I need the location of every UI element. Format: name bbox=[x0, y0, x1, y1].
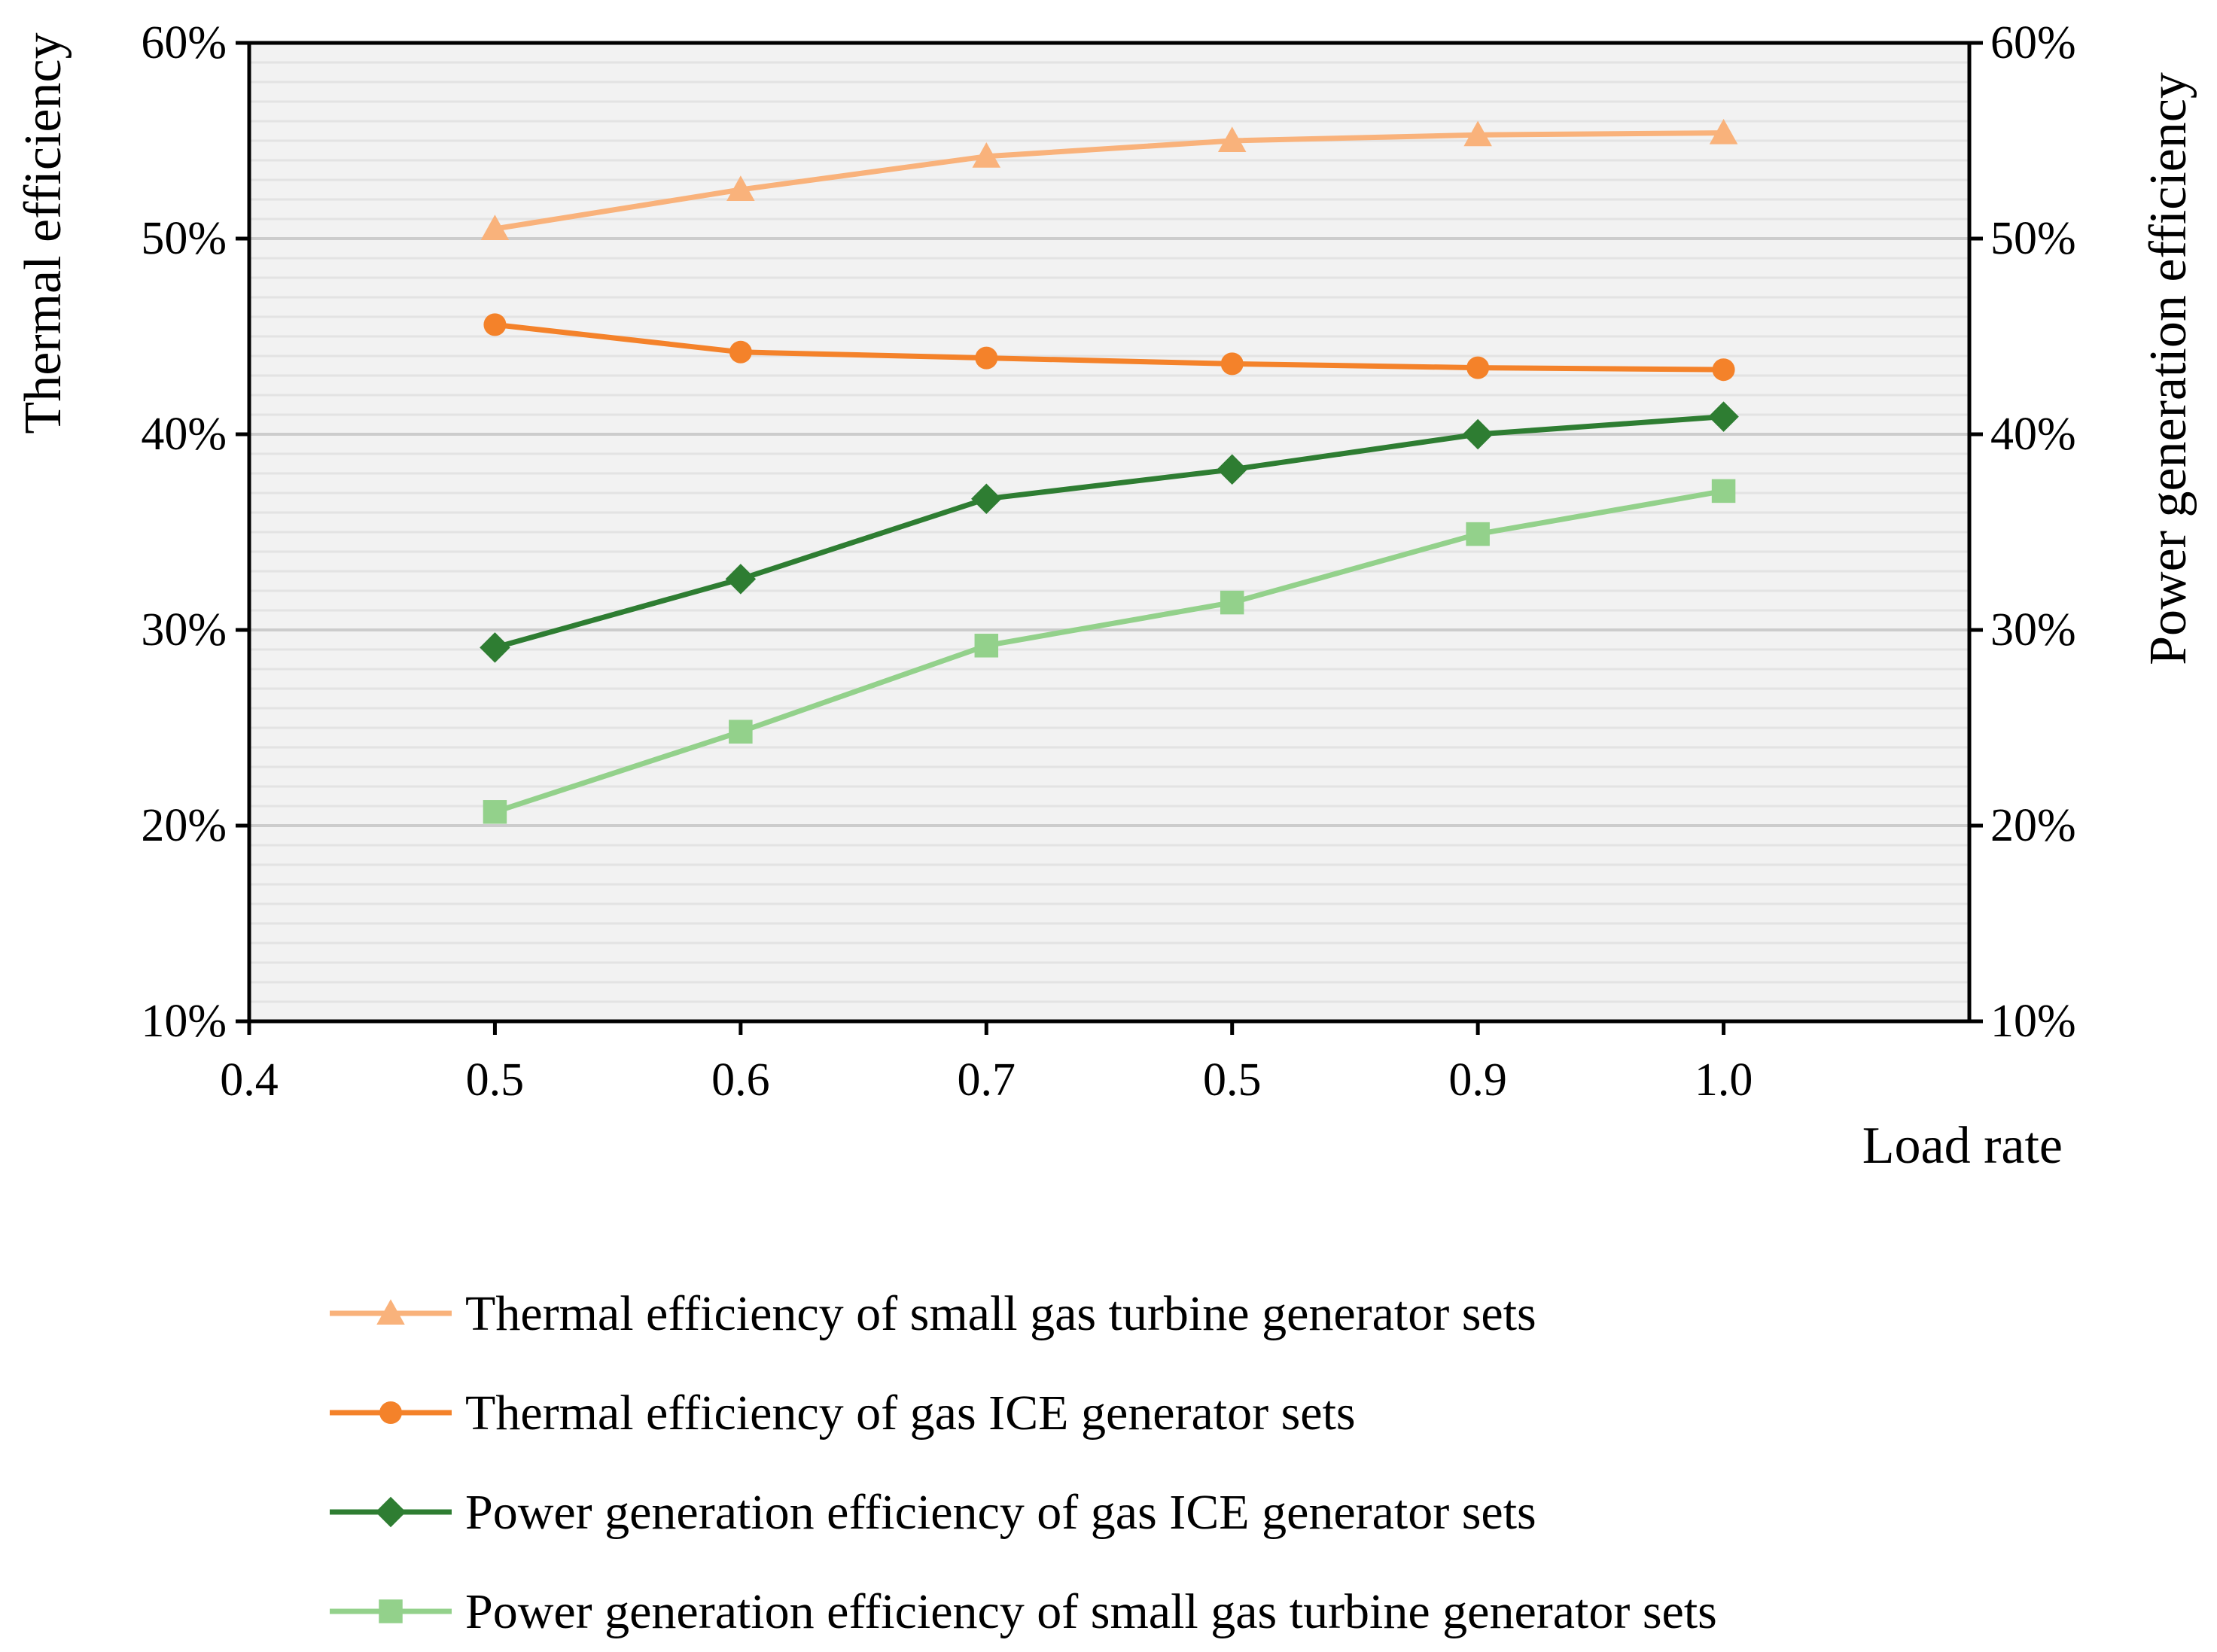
data-point bbox=[1709, 118, 1738, 145]
plot-frame bbox=[247, 41, 1972, 1024]
y-tick-label-right: 40% bbox=[1990, 409, 2076, 460]
data-point bbox=[1466, 356, 1490, 379]
y-tick-label-right: 50% bbox=[1990, 213, 2076, 264]
y-tick-label-left: 60% bbox=[141, 17, 227, 68]
major-gridlines bbox=[249, 237, 1969, 827]
legend: Thermal efficiency of small gas turbine … bbox=[330, 1286, 1717, 1639]
y-axis-right-title: Power generation efficiency bbox=[2139, 72, 2197, 665]
data-point bbox=[729, 720, 753, 744]
data-point bbox=[725, 564, 757, 595]
y-axis-left-title: Thermal efficiency bbox=[14, 32, 72, 434]
series-line bbox=[494, 130, 1724, 232]
legend-label: Thermal efficiency of gas ICE generator … bbox=[465, 1386, 1356, 1441]
legend-label: Power generation efficiency of gas ICE g… bbox=[465, 1485, 1536, 1540]
data-point bbox=[972, 142, 1001, 168]
minor-gridlines bbox=[249, 61, 1969, 1003]
x-tick-label: 1.0 bbox=[1695, 1054, 1753, 1106]
legend-marker bbox=[376, 1299, 405, 1325]
legend-marker bbox=[379, 1401, 402, 1424]
x-tick-label: 0.9 bbox=[1448, 1054, 1507, 1106]
series-line bbox=[494, 414, 1724, 650]
series-4 bbox=[483, 479, 1736, 824]
y-tick-label-right: 30% bbox=[1990, 604, 2076, 656]
data-point bbox=[1462, 418, 1494, 450]
legend-marker bbox=[379, 1599, 403, 1623]
y-tick-label-right: 60% bbox=[1990, 17, 2076, 68]
series-3 bbox=[480, 401, 1739, 663]
data-point bbox=[1217, 454, 1247, 485]
x-tick-label: 0.5 bbox=[466, 1054, 525, 1106]
data-point bbox=[483, 800, 507, 824]
y-tick-label-left: 10% bbox=[141, 996, 227, 1047]
y-tick-label-left: 50% bbox=[141, 213, 227, 264]
data-point bbox=[726, 175, 755, 201]
legend-label: Thermal efficiency of small gas turbine … bbox=[465, 1286, 1536, 1341]
data-point bbox=[1463, 120, 1492, 147]
data-point bbox=[1220, 352, 1244, 376]
x-tick-label: 0.6 bbox=[711, 1054, 770, 1106]
legend-item: Thermal efficiency of small gas turbine … bbox=[330, 1286, 1536, 1341]
series-1 bbox=[480, 118, 1738, 240]
data-point bbox=[1711, 479, 1736, 504]
x-tick-label: 0.4 bbox=[220, 1054, 279, 1106]
data-point bbox=[480, 632, 510, 663]
axis-tick-labels: 10% 10% 20% 20% 30% 30% 40% 40% 50% 50% 60% 60% 0.4 0… bbox=[141, 17, 2075, 1106]
y-tick-label-left: 40% bbox=[141, 409, 227, 460]
data-point bbox=[483, 313, 507, 336]
series-2 bbox=[483, 313, 1735, 382]
legend-item: Power generation efficiency of small gas… bbox=[330, 1584, 1717, 1639]
legend-item: Power generation efficiency of gas ICE g… bbox=[330, 1485, 1536, 1540]
data-point bbox=[1708, 401, 1739, 432]
data-point bbox=[971, 483, 1002, 515]
data-point bbox=[974, 634, 999, 658]
data-point bbox=[1712, 358, 1735, 382]
legend-marker bbox=[375, 1496, 407, 1528]
data-point bbox=[1466, 522, 1490, 546]
data-point bbox=[975, 346, 998, 370]
series-line bbox=[494, 488, 1725, 815]
data-point bbox=[729, 340, 752, 364]
y-tick-label-right: 20% bbox=[1990, 800, 2076, 851]
series-line bbox=[495, 321, 1724, 373]
x-axis-title: Load rate bbox=[1862, 1117, 2063, 1175]
y-tick-label-right: 10% bbox=[1990, 996, 2076, 1047]
data-point bbox=[480, 214, 510, 240]
data-point bbox=[1220, 590, 1244, 615]
data-point bbox=[1217, 126, 1247, 152]
legend-label: Power generation efficiency of small gas… bbox=[465, 1584, 1717, 1639]
y-tick-label-left: 30% bbox=[141, 604, 227, 656]
axis-ticks bbox=[236, 41, 1983, 1035]
x-tick-label: 0.5 bbox=[1203, 1054, 1262, 1106]
x-tick-label: 0.7 bbox=[958, 1054, 1016, 1106]
legend-item: Thermal efficiency of gas ICE generator … bbox=[330, 1386, 1356, 1441]
y-tick-label-left: 20% bbox=[141, 800, 227, 851]
series-layer bbox=[480, 118, 1739, 824]
